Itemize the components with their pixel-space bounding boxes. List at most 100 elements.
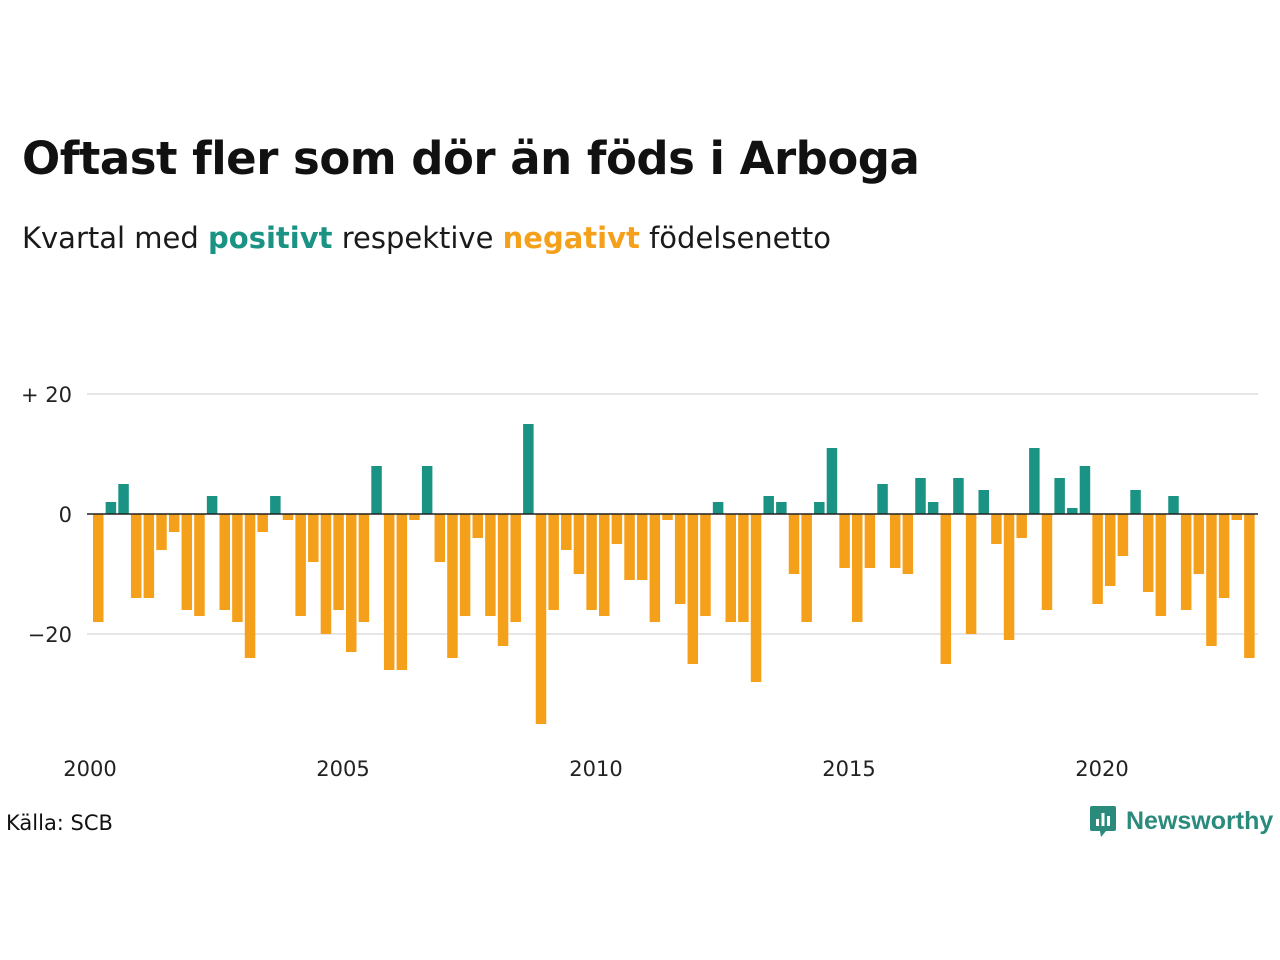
bar-22 <box>371 466 382 514</box>
bar-55 <box>788 514 800 574</box>
bar-85 <box>1168 496 1179 514</box>
bar-61 <box>864 514 876 568</box>
bar-69 <box>965 514 977 634</box>
bar-81 <box>1117 514 1129 556</box>
bar-25 <box>409 514 420 520</box>
bar-6 <box>168 514 180 532</box>
bar-79 <box>1092 514 1103 604</box>
bar-82 <box>1130 490 1141 514</box>
x-tick-label: 2015 <box>822 757 875 781</box>
bar-76 <box>1054 478 1065 514</box>
bar-18 <box>320 514 332 634</box>
x-tick-label: 2010 <box>569 757 622 781</box>
bar-83 <box>1142 514 1154 592</box>
bar-87 <box>1193 514 1205 574</box>
bar-91 <box>1244 514 1255 658</box>
subtitle-before: Kvartal med <box>22 221 209 255</box>
bar-17 <box>308 514 319 562</box>
bar-80 <box>1105 514 1116 586</box>
bar-75 <box>1041 514 1053 610</box>
subtitle-after: födelsenetto <box>639 221 831 255</box>
bar-53 <box>763 496 774 514</box>
bar-4 <box>143 514 155 598</box>
bar-8 <box>194 514 205 616</box>
bar-35 <box>535 514 547 724</box>
bar-90 <box>1231 514 1242 520</box>
bar-65 <box>915 478 926 514</box>
x-tick-label: 2020 <box>1075 757 1128 781</box>
bar-41 <box>611 514 623 544</box>
y-tick-label: + 20 <box>21 383 72 407</box>
bar-5 <box>156 514 167 550</box>
bar-56 <box>801 514 812 622</box>
source-note: Källa: SCB <box>6 811 113 835</box>
bar-21 <box>358 514 370 622</box>
bar-88 <box>1206 514 1217 646</box>
bar-58 <box>826 448 838 514</box>
bar-64 <box>902 514 914 574</box>
bar-12 <box>244 514 256 658</box>
bar-74 <box>1029 448 1040 514</box>
newsworthy-logo-icon <box>1090 806 1116 837</box>
bar-chart: + 20 0 −20 2000 2005 2010 2015 2020 <box>21 383 1258 781</box>
bars <box>93 424 1255 724</box>
bar-10 <box>219 514 230 610</box>
bar-33 <box>510 514 521 622</box>
bar-59 <box>839 514 850 568</box>
bar-47 <box>687 514 699 664</box>
bar-1 <box>105 502 117 514</box>
brand-name: Newsworthy <box>1126 806 1274 835</box>
bar-77 <box>1067 508 1078 514</box>
subtitle-middle: respektive <box>332 221 503 255</box>
bar-36 <box>548 514 559 610</box>
bar-7 <box>181 514 193 610</box>
bar-19 <box>333 514 344 610</box>
bar-27 <box>434 514 446 562</box>
grid-lines <box>87 393 1258 635</box>
subtitle-negative-word: negativt <box>502 221 640 255</box>
bar-86 <box>1180 514 1192 610</box>
bar-67 <box>940 514 952 664</box>
bar-24 <box>396 514 408 670</box>
bar-84 <box>1155 514 1167 616</box>
bar-42 <box>624 514 635 580</box>
bar-30 <box>472 514 483 538</box>
bar-72 <box>1003 514 1015 640</box>
bar-60 <box>852 514 863 622</box>
bar-14 <box>270 496 281 514</box>
bar-20 <box>346 514 357 652</box>
bar-0 <box>93 514 104 622</box>
bar-39 <box>586 514 597 610</box>
bar-9 <box>206 496 218 514</box>
bar-11 <box>232 514 243 622</box>
bar-66 <box>927 502 939 514</box>
bar-62 <box>877 484 888 514</box>
bar-54 <box>776 502 787 514</box>
bar-71 <box>991 514 1002 544</box>
bar-2 <box>118 484 129 514</box>
bar-78 <box>1079 466 1091 514</box>
bar-3 <box>130 514 142 598</box>
bar-29 <box>459 514 471 616</box>
bar-89 <box>1218 514 1230 598</box>
y-tick-label: 0 <box>59 503 72 527</box>
bar-32 <box>497 514 509 646</box>
axis-labels: + 20 0 −20 2000 2005 2010 2015 2020 <box>21 383 1129 781</box>
bar-46 <box>674 514 686 604</box>
bar-16 <box>295 514 306 616</box>
bar-37 <box>561 514 572 550</box>
x-tick-label: 2005 <box>316 757 369 781</box>
bar-49 <box>712 502 724 514</box>
bar-57 <box>814 502 825 514</box>
bar-73 <box>1016 514 1027 538</box>
x-tick-label: 2000 <box>63 757 116 781</box>
subtitle-positive-word: positivt <box>208 221 333 255</box>
chart-title: Oftast fler som dör än föds i Arboga <box>22 132 920 185</box>
bar-43 <box>636 514 648 580</box>
bar-40 <box>599 514 610 616</box>
bar-63 <box>889 514 901 568</box>
bar-34 <box>523 424 534 514</box>
bar-31 <box>485 514 496 616</box>
bar-51 <box>738 514 749 622</box>
bar-13 <box>257 514 268 532</box>
